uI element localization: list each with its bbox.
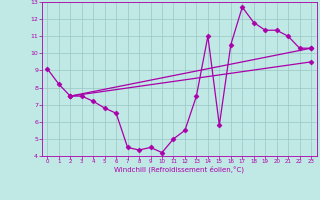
X-axis label: Windchill (Refroidissement éolien,°C): Windchill (Refroidissement éolien,°C) — [114, 166, 244, 173]
